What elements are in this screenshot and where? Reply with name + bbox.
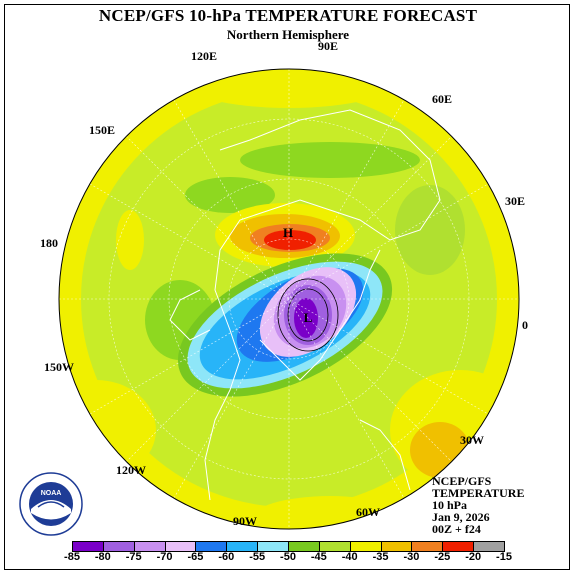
high-pressure-marker: H bbox=[283, 225, 293, 240]
color-scale-label: -30 bbox=[403, 551, 420, 563]
lon-label-90e: 90E bbox=[318, 39, 339, 53]
forecast-info: NCEP/GFS TEMPERATURE 10 hPa Jan 9, 2026 … bbox=[432, 475, 524, 535]
lon-label-30w: 30W bbox=[460, 433, 484, 447]
info-forecast-hour: 00Z + f24 bbox=[432, 522, 481, 536]
info-date: Jan 9, 2026 bbox=[432, 510, 490, 524]
noaa-logo: NOAA bbox=[19, 472, 83, 536]
color-scale-label: -80 bbox=[94, 551, 111, 563]
color-scale-label: -25 bbox=[434, 551, 451, 563]
color-scale-label: -65 bbox=[187, 551, 204, 563]
image-frame bbox=[4, 4, 570, 570]
color-scale-label: -45 bbox=[310, 551, 327, 563]
color-scale-label: -55 bbox=[249, 551, 266, 563]
map-subtitle: Northern Hemisphere bbox=[226, 27, 350, 42]
info-variable: TEMPERATURE bbox=[432, 486, 525, 500]
color-scale-label: -50 bbox=[280, 551, 296, 563]
color-scale-label: -15 bbox=[496, 551, 512, 563]
lon-label-60w: 60W bbox=[356, 505, 380, 519]
lon-label-150w: 150W bbox=[44, 360, 74, 374]
info-model: NCEP/GFS bbox=[432, 474, 492, 488]
color-scale-label: -85 bbox=[64, 551, 80, 563]
color-scale-label: -20 bbox=[465, 551, 482, 563]
map-title: NCEP/GFS 10-hPa TEMPERATURE FORECAST bbox=[98, 6, 478, 25]
lon-label-180: 180 bbox=[40, 236, 58, 250]
lon-label-120e: 120E bbox=[191, 49, 218, 63]
lon-label-30e: 30E bbox=[505, 194, 526, 208]
color-swatch bbox=[473, 541, 505, 552]
lon-label-150e: 150E bbox=[89, 123, 116, 137]
color-scale-label: -35 bbox=[372, 551, 389, 563]
color-scale-label: -70 bbox=[156, 551, 173, 563]
color-scale-label: -60 bbox=[218, 551, 235, 563]
noaa-logo-text: NOAA bbox=[41, 490, 62, 497]
color-scale-label: -75 bbox=[125, 551, 142, 563]
map-boundary bbox=[58, 68, 520, 530]
lon-label-120w: 120W bbox=[116, 463, 146, 477]
color-scale-label: -40 bbox=[341, 551, 358, 563]
lon-label-90w: 90W bbox=[233, 514, 257, 528]
info-level: 10 hPa bbox=[432, 498, 468, 512]
lon-label-0: 0 bbox=[522, 318, 528, 332]
low-pressure-marker: L bbox=[304, 310, 313, 325]
lon-label-60e: 60E bbox=[432, 92, 453, 106]
